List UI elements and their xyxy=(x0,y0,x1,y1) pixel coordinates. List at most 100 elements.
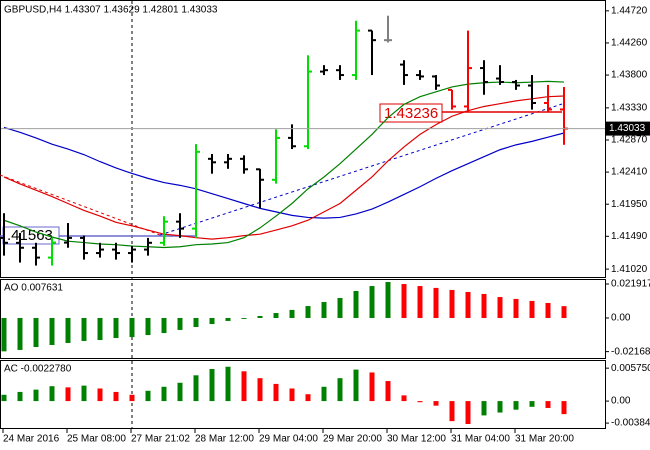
histogram-bar xyxy=(65,317,71,343)
ac-panel xyxy=(0,360,606,429)
histogram-bar xyxy=(225,366,231,402)
histogram-bar xyxy=(241,371,247,402)
histogram-bar xyxy=(353,291,359,318)
histogram-bar xyxy=(337,297,343,318)
histogram-bar xyxy=(257,378,263,402)
y-tick-label: 1.41950 xyxy=(611,199,648,210)
ao-title: AO 0.007631 xyxy=(4,283,63,294)
y-tick-label: 1.42410 xyxy=(611,167,648,178)
histogram-bar xyxy=(513,401,519,410)
histogram-bar xyxy=(1,317,7,352)
histogram-bar xyxy=(33,317,39,347)
trend-line xyxy=(0,174,161,236)
histogram-bar xyxy=(417,401,423,403)
chart-title: GBPUSD,H4 1.43307 1.43629 1.42801 1.4303… xyxy=(4,5,218,16)
histogram-bar xyxy=(369,372,375,402)
moving-average xyxy=(3,95,565,240)
level-box xyxy=(379,103,443,123)
histogram-bar xyxy=(129,394,135,402)
price-box xyxy=(606,121,650,136)
ac-title: AC -0.0022780 xyxy=(4,364,72,375)
y-tick-label: 1.44260 xyxy=(611,38,648,49)
histogram-bar xyxy=(337,378,343,402)
histogram-bar xyxy=(433,287,439,318)
y-tick-label: 1.42870 xyxy=(611,135,648,146)
histogram-bar xyxy=(33,389,39,402)
y-tick-label: 1.44720 xyxy=(611,5,648,16)
y-tick-label: 0.00 xyxy=(611,396,631,407)
histogram-bar xyxy=(257,315,263,318)
x-tick-label: 31 Mar 20:00 xyxy=(515,434,574,445)
histogram-bar xyxy=(177,317,183,330)
histogram-bar xyxy=(513,298,519,318)
histogram-bar xyxy=(161,317,167,334)
y-tick-label: -0.021681 xyxy=(611,346,650,357)
histogram-bar xyxy=(177,382,183,402)
histogram-bar xyxy=(529,300,535,318)
histogram-bar xyxy=(289,388,295,402)
x-tick-label: 25 Mar 08:00 xyxy=(67,434,126,445)
histogram-bar xyxy=(241,317,247,319)
x-tick-label: 29 Mar 04:00 xyxy=(259,434,318,445)
x-tick-label: 29 Mar 20:00 xyxy=(323,434,382,445)
histogram-bar xyxy=(81,317,87,341)
histogram-bar xyxy=(289,309,295,318)
histogram-bar xyxy=(385,381,391,402)
histogram-bar xyxy=(145,390,151,402)
histogram-bar xyxy=(1,394,7,402)
y-tick-label: 1.41020 xyxy=(611,264,648,275)
histogram-bar xyxy=(145,317,151,336)
y-tick-label: 0.005750 xyxy=(611,363,650,374)
histogram-bar xyxy=(49,386,55,402)
y-tick-label: 1.43800 xyxy=(611,70,648,81)
price-label: 1.43033 xyxy=(609,123,646,134)
x-tick-label: 31 Mar 04:00 xyxy=(451,434,510,445)
histogram-bar xyxy=(449,289,455,318)
x-tick-label: 27 Mar 21:02 xyxy=(131,434,190,445)
histogram-bar xyxy=(225,317,231,321)
histogram-bar xyxy=(209,317,215,325)
histogram-bar xyxy=(417,286,423,318)
histogram-bar xyxy=(193,317,199,327)
histogram-bar xyxy=(65,387,71,402)
histogram-bar xyxy=(97,388,103,402)
ao-panel xyxy=(0,279,606,359)
histogram-bar xyxy=(321,386,327,402)
histogram-bar xyxy=(385,282,391,318)
x-tick-label: 28 Mar 12:00 xyxy=(195,434,254,445)
histogram-bar xyxy=(305,394,311,402)
histogram-bar xyxy=(353,369,359,402)
histogram-bar xyxy=(369,286,375,318)
histogram-bar xyxy=(481,293,487,318)
histogram-bar xyxy=(401,395,407,402)
histogram-bar xyxy=(561,306,567,318)
histogram-bar xyxy=(401,284,407,318)
histogram-bar xyxy=(561,401,567,415)
histogram-bar xyxy=(113,391,119,402)
trend-line xyxy=(159,103,563,236)
histogram-bar xyxy=(481,401,487,416)
histogram-bar xyxy=(273,313,279,318)
histogram-bar xyxy=(193,375,199,402)
histogram-bar xyxy=(497,401,503,413)
histogram-bar xyxy=(129,317,135,338)
histogram-bar xyxy=(465,401,471,424)
histogram-bar xyxy=(529,401,535,407)
histogram-bar xyxy=(433,401,439,406)
moving-average xyxy=(3,80,565,249)
y-tick-label: -0.003843 xyxy=(611,418,650,429)
histogram-bar xyxy=(449,401,455,422)
x-tick-label: 24 Mar 2016 xyxy=(3,434,60,445)
histogram-bar xyxy=(545,302,551,318)
histogram-bar xyxy=(17,317,23,350)
histogram-bar xyxy=(81,385,87,402)
y-tick-label: 0.00 xyxy=(611,313,631,324)
histogram-bar xyxy=(97,317,103,341)
x-tick-label: 30 Mar 12:00 xyxy=(387,434,446,445)
histogram-bar xyxy=(17,391,23,402)
histogram-bar xyxy=(49,317,55,345)
level-label: .41563 xyxy=(7,227,53,244)
histogram-bar xyxy=(209,369,215,402)
